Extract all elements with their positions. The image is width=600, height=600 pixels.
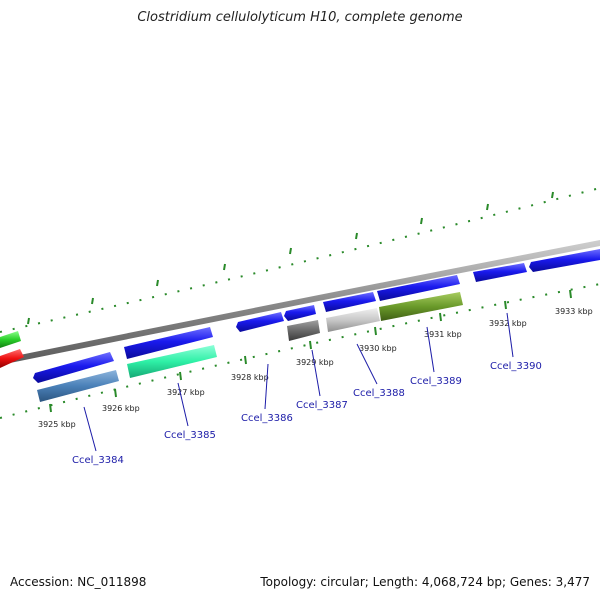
cds-forward-arrow — [124, 327, 213, 359]
cds-forward-arrow — [529, 249, 600, 272]
cds-forward-arrow — [473, 263, 527, 282]
tick-label: 3925 kbp — [38, 420, 76, 429]
gene-label: Ccel_3384 — [72, 455, 124, 466]
feature-bar-3384 — [37, 370, 119, 402]
genome-backbone — [0, 240, 600, 365]
gene-label: Ccel_3390 — [490, 361, 542, 372]
tick-label: 3927 kbp — [167, 388, 205, 397]
cds-forward-arrow-red — [0, 349, 24, 368]
outer-major-ticks — [27, 191, 554, 325]
gene-label: Ccel_3388 — [353, 388, 405, 399]
inner-major-ticks — [49, 289, 572, 413]
gene-labels: Ccel_3384 Ccel_3385 Ccel_3386 Ccel_3387 … — [72, 361, 542, 466]
tick-label: 3932 kbp — [489, 319, 527, 328]
tick-label: 3931 kbp — [424, 330, 462, 339]
scale-labels: 3925 kbp 3926 kbp 3927 kbp 3928 kbp 3929… — [38, 307, 593, 429]
cds-forward-arrow — [323, 292, 376, 312]
tick-label: 3929 kbp — [296, 358, 334, 367]
feature-bars — [37, 292, 463, 402]
feature-bar-3387 — [287, 320, 320, 341]
tick-label: 3928 kbp — [231, 373, 269, 382]
gene-label: Ccel_3389 — [410, 376, 462, 387]
tick-label: 3933 kbp — [555, 307, 593, 316]
gene-leader-lines — [83, 312, 514, 452]
gene-label: Ccel_3387 — [296, 400, 348, 411]
feature-bar-3385 — [127, 345, 217, 378]
forward-strand-features — [0, 249, 600, 383]
gene-label: Ccel_3386 — [241, 413, 293, 424]
cds-forward-arrow — [284, 305, 316, 321]
cds-forward-arrow — [33, 352, 114, 383]
cds-forward-arrow — [377, 275, 460, 301]
map-title: Clostridium cellulolyticum H10, complete… — [137, 10, 463, 25]
gene-label: Ccel_3385 — [164, 430, 216, 441]
tick-label: 3926 kbp — [102, 404, 140, 413]
feature-bar-3389 — [379, 292, 463, 321]
genome-summary-text: Topology: circular; Length: 4,068,724 bp… — [260, 575, 590, 589]
feature-bar-3388 — [326, 308, 380, 332]
cds-forward-arrow-green — [0, 331, 21, 348]
cds-forward-arrow — [236, 312, 284, 332]
tick-label: 3930 kbp — [359, 344, 397, 353]
accession-text: Accession: NC_011898 — [10, 575, 147, 589]
